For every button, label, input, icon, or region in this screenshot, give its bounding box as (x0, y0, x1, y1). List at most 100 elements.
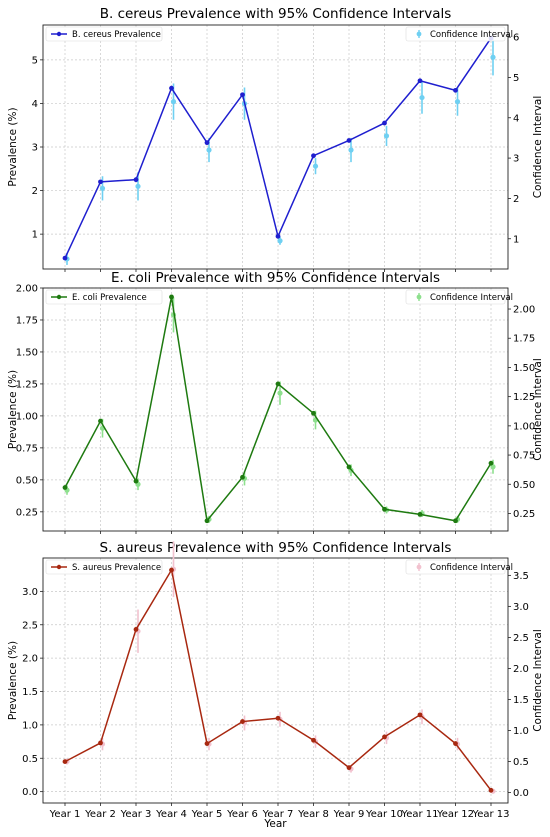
ci-point (419, 94, 425, 101)
x-tick-label: Year 5 (191, 809, 223, 820)
y-tick-label: 1.0 (22, 720, 38, 731)
chart-panel-3: S. aureus Prevalence with 95% Confidence… (7, 540, 544, 830)
legend-left: B. cereus Prevalence (45, 26, 163, 42)
y2-tick-label: 2.5 (513, 633, 529, 644)
y-tick-label: 2.0 (22, 654, 38, 665)
y2-tick-label: 1.5 (513, 695, 529, 706)
y-tick-label: 0.5 (22, 754, 38, 765)
legend-label: Confidence Interval (430, 30, 513, 40)
y-tick-label: 1.25 (16, 379, 38, 390)
legend-marker-swatch (56, 294, 62, 300)
prevalence-point (169, 85, 174, 91)
prevalence-point (382, 506, 387, 512)
legend-marker-swatch (416, 294, 422, 300)
prevalence-point (417, 78, 423, 84)
y2-axis-label: Confidence Interval (532, 358, 544, 461)
y2-tick-label: 0.0 (513, 788, 529, 799)
y2-tick-label: 5 (513, 73, 519, 84)
ci-point (135, 183, 141, 189)
y-tick-label: 0.75 (16, 443, 38, 454)
ci-point (312, 163, 319, 169)
legend-label: S. aureus Prevalence (72, 563, 161, 573)
prevalence-point (346, 138, 352, 143)
x-tick-label: Year 4 (155, 809, 187, 820)
y-tick-label: 2.5 (22, 620, 38, 631)
prevalence-point (346, 765, 352, 771)
x-tick-label: Year 12 (436, 809, 474, 820)
legend-marker-swatch (416, 564, 422, 570)
prevalence-point (311, 410, 316, 416)
legend-label: Confidence Interval (430, 293, 513, 303)
legend-right: Confidence Interval (405, 559, 513, 575)
chart-title: B. cereus Prevalence with 95% Confidence… (100, 6, 452, 22)
prevalence-point (240, 719, 245, 724)
y2-tick-label: 0.5 (513, 757, 529, 768)
prevalence-point (62, 759, 68, 765)
prevalence-point (133, 478, 139, 484)
prevalence-point (204, 518, 210, 524)
prevalence-point (382, 734, 387, 740)
y-tick-label: 1 (32, 230, 38, 241)
y2-axis-label: Confidence Interval (532, 629, 544, 732)
y-tick-label: 0.50 (16, 475, 38, 486)
x-tick-label: Year 2 (84, 809, 116, 820)
chart-panel-2: E. coli Prevalence with 95% Confidence I… (7, 270, 544, 534)
legend-label: B. cereus Prevalence (72, 30, 161, 40)
y2-tick-label: 4 (513, 113, 519, 124)
prevalence-point (62, 255, 68, 261)
ci-point (383, 133, 390, 139)
x-tick-label: Year 13 (471, 809, 509, 820)
prevalence-point (417, 712, 423, 718)
y2-tick-label: 3.0 (513, 602, 529, 613)
prevalence-point (240, 92, 245, 98)
x-tick-label: Year 3 (120, 809, 152, 820)
y-axis-label: Prevalence (%) (7, 641, 19, 720)
y-tick-label: 1.50 (16, 347, 38, 358)
ci-point (277, 238, 283, 244)
prevalence-point (488, 787, 494, 793)
y2-tick-label: 0.75 (513, 451, 535, 462)
prevalence-point (169, 567, 174, 573)
ci-point (277, 390, 283, 396)
y-tick-label: 3 (32, 143, 38, 154)
prevalence-point (346, 464, 352, 470)
x-tick-label: Year 9 (333, 809, 365, 820)
legend-box (405, 26, 506, 42)
y2-tick-label: 3 (513, 154, 519, 165)
y-tick-label: 5 (32, 55, 38, 66)
y2-tick-label: 2.0 (513, 664, 529, 675)
y2-tick-label: 0.50 (513, 480, 535, 491)
legend-box (405, 559, 506, 575)
plot-frame (42, 557, 509, 804)
prevalence-point (311, 153, 316, 159)
prevalence-point (275, 715, 281, 721)
ci-point (490, 54, 496, 60)
chart-panel-1: B. cereus Prevalence with 95% Confidence… (7, 6, 544, 272)
y2-tick-label: 1.0 (513, 726, 529, 737)
ci-point (170, 99, 177, 105)
ci-point (454, 99, 461, 105)
x-tick-label: Year 10 (365, 809, 403, 820)
legend-label: Confidence Interval (430, 563, 513, 573)
prevalence-point (133, 627, 139, 632)
legend-box (45, 289, 163, 305)
legend-marker-swatch (416, 31, 422, 37)
y-tick-label: 1.75 (16, 315, 38, 326)
y-tick-label: 2 (32, 186, 38, 197)
legend-left: E. coli Prevalence (45, 289, 163, 305)
y2-tick-label: 2.00 (513, 305, 535, 316)
prevalence-point (453, 741, 458, 746)
prevalence-point (488, 460, 494, 466)
prevalence-point (98, 418, 103, 424)
prevalence-point (204, 140, 210, 146)
y2-tick-label: 2 (513, 194, 519, 205)
y2-tick-label: 1 (513, 234, 519, 245)
grid (43, 25, 508, 269)
legend-right: Confidence Interval (405, 26, 513, 42)
y-axis-label: Prevalence (%) (7, 370, 19, 449)
y2-tick-label: 1.75 (513, 334, 535, 345)
legend-marker-swatch (56, 564, 62, 570)
x-axis-label: Year (263, 818, 287, 830)
prevalence-point (133, 177, 139, 183)
legend-label: E. coli Prevalence (72, 293, 147, 303)
